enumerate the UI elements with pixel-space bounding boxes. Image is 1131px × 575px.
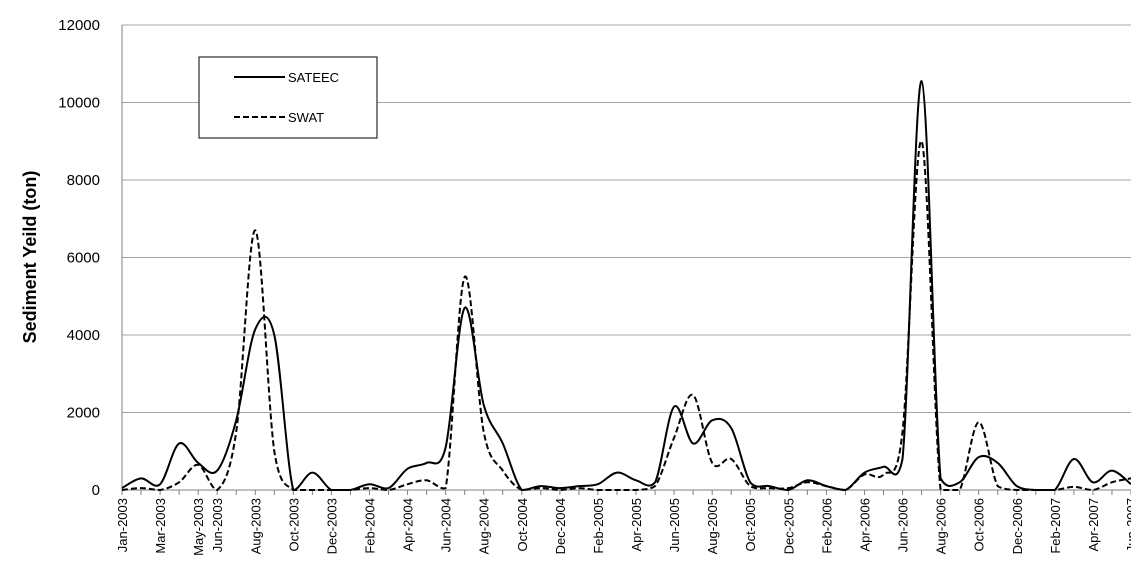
- x-tick-label: Oct-2006: [972, 498, 987, 551]
- y-tick-label: 8000: [67, 172, 100, 189]
- y-axis-label: Sediment Yeild (ton): [20, 171, 40, 344]
- series-line-sateec: [121, 80, 1131, 492]
- x-tick-label: Apr-2007: [1086, 498, 1101, 551]
- series-lines: [121, 80, 1131, 492]
- x-tick-label: Aug-2006: [934, 498, 949, 554]
- x-tick-label: Feb-2005: [591, 498, 606, 554]
- y-tick-label: 12000: [58, 17, 100, 34]
- x-tick-label: Jun-2006: [896, 498, 911, 552]
- x-tick-label: Dec-2005: [781, 498, 796, 554]
- y-tick-label: 4000: [67, 327, 100, 344]
- x-tick-label: Jun-2005: [667, 498, 682, 552]
- x-tick-labels: Jan-2003 Mar-2003 May-2003 Jun-2003 Aug-2003…: [115, 498, 1131, 556]
- y-tick-label: 10000: [58, 95, 100, 112]
- x-tick-label: Jun-2003: [210, 498, 225, 552]
- legend: SATEEC SWAT: [198, 56, 378, 139]
- x-tick-label: Jan-2003: [115, 498, 130, 552]
- legend-box: [198, 56, 378, 139]
- x-tick-label: Jun-2007: [1124, 498, 1131, 552]
- x-tick-label: Oct-2003: [286, 498, 301, 551]
- x-tick-label: Oct-2004: [515, 498, 530, 551]
- y-tick-labels: 0 2000 4000 6000 8000 10000 12000: [58, 17, 100, 499]
- x-tick-label: Aug-2004: [477, 498, 492, 554]
- x-tick-label: Dec-2006: [1010, 498, 1025, 554]
- legend-label-swat: SWAT: [288, 110, 324, 125]
- x-tick-label: Jun-2004: [439, 498, 454, 552]
- x-tick-label: Feb-2006: [819, 498, 834, 554]
- x-tick-label: Apr-2006: [857, 498, 872, 551]
- y-tick-label: 0: [92, 482, 100, 499]
- x-tick-label: Feb-2007: [1048, 498, 1063, 554]
- x-tick-label: Oct-2005: [743, 498, 758, 551]
- x-tick-label: Apr-2004: [401, 498, 416, 551]
- series-line-swat: [121, 140, 1131, 492]
- x-tick-label: Aug-2005: [705, 498, 720, 554]
- legend-label-sateec: SATEEC: [288, 70, 339, 85]
- x-tick-label: May-2003: [191, 498, 206, 556]
- x-tick-label: Dec-2003: [324, 498, 339, 554]
- x-tick-label: Mar-2003: [153, 498, 168, 554]
- y-tick-label: 6000: [67, 250, 100, 267]
- x-tick-label: Apr-2005: [629, 498, 644, 551]
- x-tick-label: Dec-2004: [553, 498, 568, 554]
- x-tick-label: Aug-2003: [248, 498, 263, 554]
- y-tick-label: 2000: [67, 405, 100, 422]
- x-tick-label: Feb-2004: [362, 498, 377, 554]
